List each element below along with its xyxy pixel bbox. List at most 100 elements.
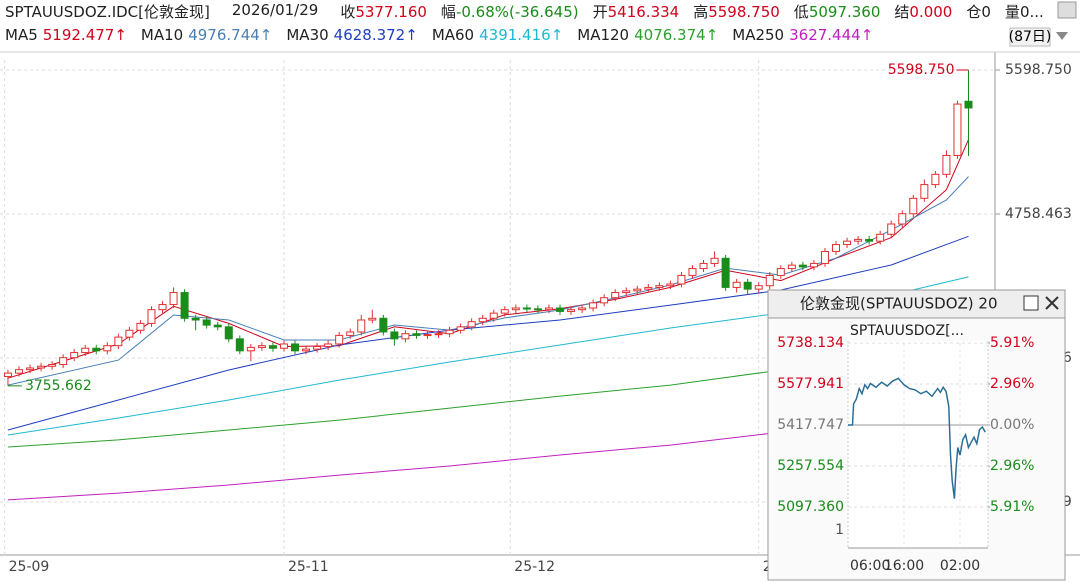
candle-body (324, 343, 333, 348)
candle-body (114, 336, 123, 347)
candle-body (622, 290, 631, 294)
y2-tick-label: 2.96% (990, 376, 1034, 392)
ma-legend: MA5 5192.477↑ MA10 4976.744↑ MA30 4628.372↑ MA… (5, 26, 873, 44)
legend-entry: MA250 3627.444↑ (732, 26, 873, 44)
candle-body (37, 365, 46, 369)
candle-body (555, 307, 564, 312)
settings-icon[interactable] (1057, 1, 1077, 19)
y2-tick-label: 2.96% (990, 458, 1034, 474)
x-tick-label: 02:00 (940, 558, 980, 574)
candle-body (456, 326, 465, 331)
quote: 开5416.334 (593, 1, 680, 22)
annotation: 5598.750 (888, 62, 955, 78)
inset-title: 伦敦金现(SPTAUUSDOZ) 20 (800, 295, 998, 313)
x-tick-label: 25-11 (288, 559, 329, 575)
candle-body (390, 331, 399, 340)
candle-body (533, 308, 542, 311)
candle-body (898, 213, 907, 225)
quote-value: 5097.360 (808, 3, 881, 21)
legend-entry: MA5 5192.477↑ (5, 26, 127, 44)
quote-label: 收 (340, 3, 356, 21)
quote: 高5598.750 (693, 1, 780, 22)
candle-body (721, 257, 730, 288)
candle-body (677, 274, 686, 285)
legend-name: MA120 (577, 26, 630, 44)
ma-line (7, 176, 969, 386)
y-tick-label: 4758.463 (1005, 206, 1072, 222)
ma-line (7, 407, 969, 501)
x-tick-label: 06:00 (850, 558, 890, 574)
candle-body (191, 317, 200, 321)
x-tick-label: 25-12 (514, 559, 555, 575)
candle-body (3, 372, 12, 378)
period-button[interactable] (1009, 27, 1051, 47)
quote-label: 幅 (440, 3, 456, 21)
quote-label: 量 (1004, 3, 1020, 21)
candle-body (876, 233, 885, 242)
candle-body (544, 307, 553, 311)
candle-body (887, 223, 896, 235)
candle-body (213, 324, 222, 328)
symbol: SPTAUUSDOZ.IDC[伦敦金现] (5, 3, 210, 21)
close-button[interactable] (1045, 296, 1059, 310)
maximize-button[interactable] (1023, 295, 1039, 311)
candle-body (489, 312, 498, 319)
candle-body (931, 173, 940, 186)
candle-body (511, 307, 520, 311)
dropdown-icon[interactable] (1056, 32, 1068, 40)
candle-body (820, 250, 829, 264)
date: 2026/01/29 (231, 1, 319, 19)
quote-label: 高 (693, 3, 709, 21)
inset-subtitle: SPTAUUSDOZ[... (850, 323, 964, 339)
candle-body (500, 309, 509, 314)
header: SPTAUUSDOZ.IDC[伦敦金现] 2026/01/29 收5377.16… (5, 1, 1044, 22)
legend-entry: MA10 4976.744↑ (141, 26, 272, 44)
candle-body (26, 367, 35, 371)
candle-body (843, 240, 852, 246)
candle-body (147, 309, 156, 324)
quote: 低5097.360 (794, 1, 881, 22)
candle-body (522, 307, 531, 310)
legend-entry: MA30 4628.372↑ (286, 26, 417, 44)
x-tick-label: 16:00 (884, 558, 924, 574)
candle-body (412, 333, 421, 336)
quote-label: 结 (894, 3, 910, 21)
quote: 仓0 (966, 1, 991, 22)
candle-body (357, 319, 366, 333)
quote-value: -0.68%(-36.645) (455, 3, 579, 21)
legend-trend: ↑ (114, 26, 127, 44)
y2-tick-label: 5.91% (990, 499, 1034, 515)
quote: 量0... (1005, 1, 1044, 22)
period: (87日) (1009, 29, 1052, 45)
candle-body (655, 285, 664, 288)
candle-body (909, 197, 918, 215)
candle-body (291, 343, 300, 352)
candle-body (401, 333, 410, 340)
candle-body (589, 302, 598, 309)
candle-body (776, 268, 785, 276)
corner-label: 1 (835, 522, 844, 538)
candle-body (567, 309, 576, 312)
candle-body (14, 369, 23, 374)
candle-body (611, 292, 620, 299)
candle-body (710, 257, 719, 264)
legend-value: 4976.744 (188, 26, 260, 44)
y2-tick-label: 5.91% (990, 335, 1034, 351)
candle-body (70, 352, 79, 359)
candle-body (666, 283, 675, 287)
candle-body (59, 357, 68, 366)
candle-body (732, 281, 741, 288)
candle-body (257, 345, 266, 348)
candle-body (169, 292, 178, 306)
candle-body (224, 326, 233, 340)
candle-body (832, 244, 841, 252)
y-tick-label: 5577.941 (777, 376, 844, 392)
candle-body (136, 322, 145, 331)
candle-body (942, 154, 951, 175)
quote-label: 仓 (966, 3, 982, 21)
candle-body (346, 331, 355, 336)
y2-tick-label: 0.00% (990, 417, 1034, 433)
y-tick-label: 5738.134 (777, 335, 844, 351)
legend-name: MA5 (5, 26, 38, 44)
